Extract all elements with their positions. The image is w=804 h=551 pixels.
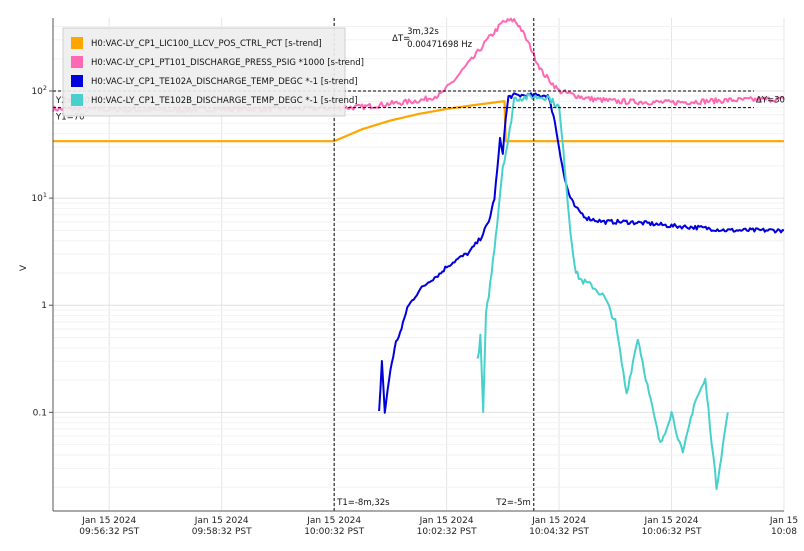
x-tick-date: Jan 15 2024 xyxy=(194,516,249,526)
legend-swatch xyxy=(71,37,83,49)
y1-label: Y1=70 xyxy=(55,113,85,123)
legend-swatch xyxy=(71,75,83,87)
legend-box xyxy=(62,27,346,117)
y-tick-label: 1 xyxy=(41,301,47,311)
x-tick-date: Jan 15 2024 xyxy=(531,516,586,526)
x-tick-date: Jan 15 2024 xyxy=(81,516,136,526)
x-tick-date: Jan 15 2024 xyxy=(306,516,361,526)
series-line-0 xyxy=(53,100,784,143)
delta-t-frequency: 0.00471698 Hz xyxy=(407,40,472,50)
x-tick-time: 10:04:32 PST xyxy=(529,527,589,537)
legend-swatch xyxy=(71,56,83,68)
x-tick-time: 10:06:32 PST xyxy=(642,527,702,537)
y-tick-label: 102 xyxy=(31,84,47,97)
legend-entry[interactable]: H0:VAC-LY_CP1_TE102A_DISCHARGE_TEMP_DEGC… xyxy=(91,77,358,87)
delta-t-value: 3m,32s xyxy=(407,27,439,37)
legend-entry[interactable]: H0:VAC-LY_CP1_TE102B_DISCHARGE_TEMP_DEGC… xyxy=(91,96,358,106)
legend-entry[interactable]: H0:VAC-LY_CP1_LIC100_LLCV_POS_CTRL_PCT [… xyxy=(91,39,322,49)
t2-label: T2=-5m xyxy=(495,498,530,508)
grid-lines xyxy=(53,18,785,511)
x-tick-time: 10:00:32 PST xyxy=(304,527,364,537)
x-tick-time: 10:02:32 PST xyxy=(417,527,477,537)
x-tick-time: 10:08 xyxy=(771,527,797,537)
y-axis-label: V xyxy=(19,264,29,271)
x-tick-date: Jan 15 2024 xyxy=(419,516,474,526)
delta-t-label: ΔT= xyxy=(392,34,410,44)
series-line-3 xyxy=(476,93,729,491)
x-tick-date: Jan 15 2024 xyxy=(644,516,699,526)
legend: H0:VAC-LY_CP1_LIC100_LLCV_POS_CTRL_PCT [… xyxy=(62,27,364,117)
delta-y-label: ΔY=30 xyxy=(756,95,785,105)
y-tick-label: 0.1 xyxy=(33,408,47,418)
legend-entry[interactable]: H0:VAC-LY_CP1_PT101_DISCHARGE_PRESS_PSIG… xyxy=(91,58,364,68)
series-line-2 xyxy=(378,92,785,414)
t1-label: T1=-8m,32s xyxy=(336,498,390,508)
x-tick-time: 09:58:32 PST xyxy=(192,527,252,537)
legend-swatch xyxy=(71,94,83,106)
y-tick-label: 101 xyxy=(31,191,47,204)
x-tick-date: Jan 15 xyxy=(769,516,798,526)
x-tick-time: 09:56:32 PST xyxy=(79,527,139,537)
